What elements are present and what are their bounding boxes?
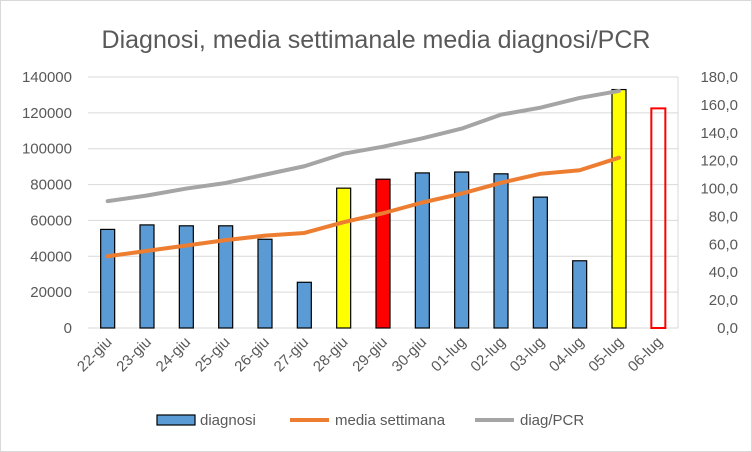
- x-tick-label: 22-giu: [74, 334, 116, 376]
- y-right-tick-label: 100,0: [700, 181, 738, 198]
- series-line: [105, 155, 621, 259]
- y-right-tick-label: 0,0: [717, 320, 738, 337]
- y-right-tick-label: 80,0: [709, 208, 738, 225]
- y-right-tick-label: 180,0: [700, 69, 738, 86]
- x-tick-label: 01-lug: [428, 334, 470, 376]
- x-tick-label: 03-lug: [507, 334, 549, 376]
- y-left-tick-label: 140000: [22, 69, 72, 86]
- legend-label: diagnosi: [200, 412, 256, 429]
- bar: [414, 172, 430, 329]
- x-tick-label: 05-lug: [585, 334, 627, 376]
- line-series: [105, 88, 621, 259]
- series-line: [105, 88, 621, 204]
- x-tick-label: 24-giu: [153, 334, 195, 376]
- x-tick-label: 23-giu: [113, 334, 155, 376]
- x-tick-label: 25-giu: [192, 334, 234, 376]
- x-tick-label: 30-giu: [389, 334, 431, 376]
- y-left-tick-label: 20000: [30, 284, 72, 301]
- bar: [178, 225, 194, 329]
- bar: [375, 178, 391, 329]
- x-tick-label: 04-lug: [546, 334, 588, 376]
- chart-title: Diagnosi, media settimanale media diagno…: [102, 26, 651, 54]
- bar-series: [100, 88, 667, 329]
- bar: [218, 225, 234, 329]
- x-tick-label: 29-giu: [349, 334, 391, 376]
- legend-swatch-diagnosi: [156, 414, 196, 426]
- bar: [493, 173, 509, 329]
- y-left-tick-label: 0: [64, 320, 72, 337]
- y-left-tick-label: 120000: [22, 105, 72, 122]
- bar: [454, 171, 470, 329]
- y-right-tick-label: 60,0: [709, 236, 738, 253]
- y-left-tick-label: 40000: [30, 248, 72, 265]
- y-right-tick-label: 160,0: [700, 97, 738, 114]
- bar: [296, 281, 312, 329]
- bar: [650, 107, 667, 329]
- bar: [257, 238, 273, 329]
- bar: [611, 88, 627, 329]
- y-right-tick-label: 20,0: [709, 292, 738, 309]
- bar: [100, 228, 116, 329]
- y-right-tick-label: 120,0: [700, 153, 738, 170]
- y-left-tick-label: 60000: [30, 212, 72, 229]
- legend-label: media settimana: [335, 412, 446, 429]
- x-tick-label: 02-lug: [467, 334, 509, 376]
- x-tick-label: 27-giu: [271, 334, 313, 376]
- legend: diagnosi media settimana diag/PCR: [156, 412, 584, 429]
- bar: [139, 224, 155, 329]
- bar: [572, 260, 588, 329]
- x-tick-label: 26-giu: [231, 334, 273, 376]
- legend-label: diag/PCR: [520, 412, 584, 429]
- y-right-tick-label: 40,0: [709, 264, 738, 281]
- bar: [336, 187, 352, 329]
- y-left-tick-label: 100000: [22, 141, 72, 158]
- y-left-tick-label: 80000: [30, 177, 72, 194]
- bar: [532, 196, 548, 329]
- y-right-tick-label: 140,0: [700, 125, 738, 142]
- x-tick-label: 06-lug: [625, 334, 667, 376]
- x-tick-label: 28-giu: [310, 334, 352, 376]
